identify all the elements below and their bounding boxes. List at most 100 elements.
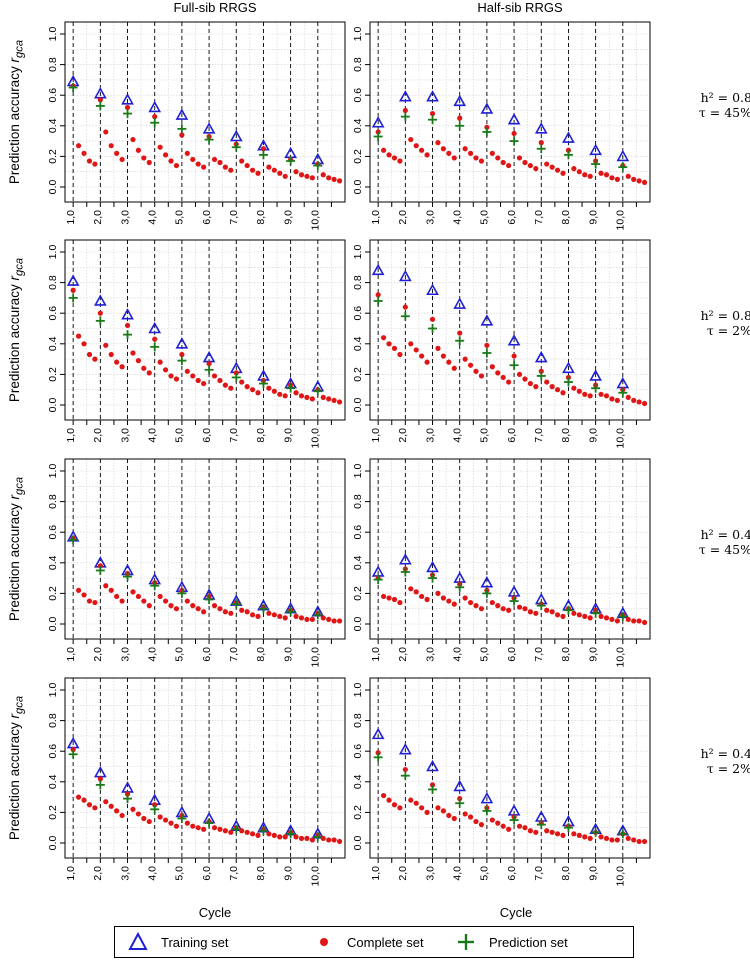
- y-tick-label: 0.2: [47, 149, 59, 164]
- complete-set-point: [162, 598, 169, 604]
- complete-set-point: [549, 829, 555, 835]
- complete-set-point: [614, 837, 620, 843]
- y-tick-label: 0.0: [352, 617, 364, 632]
- training-set-point: [453, 297, 467, 309]
- complete-set-point: [298, 835, 305, 842]
- complete-set-point: [86, 351, 93, 358]
- complete-set-point: [554, 387, 561, 393]
- x-tick-label: 5,0: [174, 428, 186, 443]
- row-parameter-label: h² = 0.8 τ = 45%: [690, 90, 750, 120]
- complete-set-point: [451, 155, 457, 161]
- complete-set-point: [576, 612, 582, 618]
- complete-set-point: [625, 173, 631, 179]
- complete-set-point: [375, 129, 381, 135]
- complete-set-point: [397, 158, 403, 164]
- x-tick-label: 4,0: [451, 647, 463, 662]
- complete-set-point: [560, 832, 566, 838]
- complete-set-point: [255, 390, 261, 396]
- complete-set-point: [440, 146, 446, 152]
- complete-set-point: [533, 384, 539, 390]
- complete-set-point: [451, 601, 457, 607]
- row-parameter-label: h² = 0.4 τ = 2%: [690, 746, 750, 776]
- training-set-point: [398, 553, 412, 565]
- complete-set-point: [506, 607, 512, 613]
- complete-set-point: [222, 164, 228, 170]
- complete-set-point: [544, 161, 550, 167]
- complete-set-point: [609, 616, 615, 623]
- legend-item-complete: Complete set: [313, 927, 424, 957]
- complete-set-point: [211, 825, 218, 831]
- x-tick-label: 8,0: [560, 210, 572, 225]
- complete-set-point: [152, 336, 158, 342]
- y-axis-label: Prediction accuracy rgca: [7, 12, 26, 212]
- complete-set-point: [233, 370, 239, 376]
- complete-set-point: [641, 400, 648, 407]
- complete-set-point: [81, 341, 87, 347]
- complete-set-point: [380, 335, 387, 341]
- complete-set-point: [135, 147, 141, 153]
- training-set-point: [507, 334, 521, 346]
- complete-set-point: [201, 826, 207, 832]
- complete-set-point: [141, 155, 147, 161]
- complete-set-point: [625, 616, 631, 623]
- complete-set-point: [582, 391, 588, 397]
- plus-icon: [458, 934, 474, 950]
- complete-set-point: [565, 374, 572, 381]
- complete-set-point: [391, 802, 398, 808]
- x-tick-label: 4,0: [451, 866, 463, 881]
- complete-set-point: [304, 173, 310, 179]
- complete-set-point: [554, 831, 561, 837]
- complete-set-point: [571, 831, 577, 837]
- complete-set-point: [641, 179, 648, 186]
- complete-set-point: [190, 603, 196, 609]
- x-tick-label: 5,0: [479, 866, 491, 881]
- complete-set-point: [320, 835, 326, 842]
- complete-set-point: [326, 616, 332, 623]
- y-tick-label: 0.0: [47, 398, 59, 413]
- complete-set-point: [81, 797, 87, 803]
- panel-3-1: 0.0 0.2 0.4 0.6 0.8 1.0 1,0 2,0 3,0 4,0 5,0 6,0 7,0 8…: [352, 677, 651, 886]
- training-set-point: [453, 94, 467, 107]
- complete-set-point: [217, 606, 223, 612]
- complete-set-point: [478, 822, 485, 828]
- complete-set-point: [467, 150, 474, 156]
- training-set-point: [589, 369, 602, 381]
- complete-set-point: [184, 368, 190, 374]
- training-set-point: [426, 90, 439, 102]
- plot-frame: [369, 21, 651, 203]
- x-tick-label: 5,0: [479, 428, 491, 443]
- x-tick-label: 6,0: [506, 210, 518, 225]
- complete-set-point: [309, 616, 315, 623]
- plot-frame: [369, 677, 651, 859]
- complete-set-point: [435, 590, 441, 597]
- x-tick-label: 8,0: [255, 866, 267, 881]
- complete-set-point: [152, 114, 158, 120]
- complete-set-point: [309, 837, 315, 843]
- x-tick-label: 2,0: [397, 647, 409, 662]
- x-tick-label: 3,0: [119, 866, 131, 881]
- tau-label: τ = 45%: [698, 105, 750, 120]
- complete-set-point: [293, 169, 299, 175]
- complete-set-point: [75, 794, 82, 800]
- x-tick-label: 2,0: [397, 210, 409, 225]
- complete-set-point: [554, 167, 561, 173]
- complete-set-point: [603, 615, 610, 621]
- complete-set-point: [440, 595, 446, 601]
- complete-set-point: [114, 808, 120, 814]
- panel-2-1: 0.0 0.2 0.4 0.6 0.8 1.0 1,0 2,0 3,0 4,0 5,0 6,0 7,0 8…: [352, 458, 651, 667]
- complete-set-point: [478, 606, 485, 612]
- complete-set-point: [86, 802, 93, 808]
- training-set-point: [371, 727, 385, 740]
- x-tick-label: 5,0: [174, 647, 186, 662]
- complete-set-point: [598, 170, 604, 176]
- complete-set-point: [108, 351, 114, 358]
- complete-set-point: [560, 390, 566, 396]
- dot-icon: [320, 938, 328, 946]
- complete-set-point: [249, 167, 256, 173]
- training-set-point: [398, 743, 412, 755]
- complete-set-point: [527, 609, 533, 615]
- x-tick-label: 1,0: [65, 428, 77, 443]
- complete-set-point: [527, 380, 533, 387]
- complete-set-point: [419, 593, 425, 600]
- complete-set-point: [446, 359, 452, 365]
